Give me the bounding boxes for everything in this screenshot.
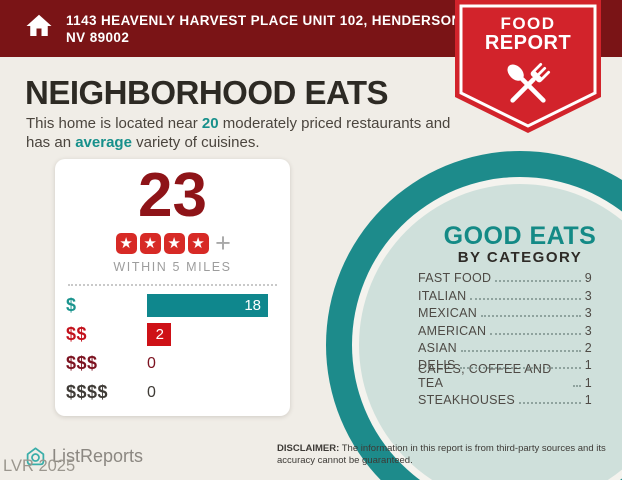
circle-inner-fill	[359, 184, 622, 480]
dotted-leader	[470, 297, 581, 300]
category-label: ITALIAN	[418, 288, 467, 303]
subtitle-mid: moderately priced restaurants and has an	[26, 115, 451, 151]
food-report-badge: FOOD REPORT	[455, 0, 601, 136]
badge-line-2: REPORT	[484, 32, 572, 54]
dotted-leader	[459, 367, 581, 370]
page-title: NEIGHBORHOOD EATS	[25, 74, 389, 111]
star-icon: ★	[163, 232, 185, 254]
good-eats-circle	[326, 151, 622, 480]
category-value: 1	[584, 358, 592, 373]
price-level-label: $$$	[66, 353, 98, 373]
category-value: 3	[584, 306, 592, 321]
category-label: FAST FOOD	[418, 271, 492, 286]
good-eats-title: GOOD EATS	[443, 222, 597, 250]
dotted-leader	[495, 280, 581, 283]
dotted-leader	[481, 315, 581, 318]
price-row: $$ 2	[55, 320, 290, 349]
price-bar: 18	[147, 294, 268, 317]
dotted-leader	[461, 349, 581, 352]
plus-icon: +	[215, 227, 231, 258]
dotted-leader	[519, 402, 581, 405]
dotted-leader	[490, 332, 581, 335]
category-row: ASIAN 2	[418, 338, 592, 355]
subtitle-post: variety of cuisines.	[131, 134, 260, 151]
category-label: STEAKHOUSES	[418, 393, 516, 408]
price-rows: $18 $$ 2 $$$ 0 $$$$ 0	[55, 291, 290, 407]
price-bar: 2	[147, 323, 171, 346]
category-value: 3	[584, 288, 592, 303]
category-label: DELIS	[418, 358, 456, 373]
category-row: ITALIAN 3	[418, 285, 592, 303]
category-value: 3	[584, 323, 592, 338]
price-row: $$$$ 0	[55, 378, 290, 407]
disclaimer-text: The information in this report is from t…	[277, 443, 606, 466]
category-row: AMERICAN 3	[418, 320, 592, 338]
price-bar-value: 2	[155, 326, 164, 343]
category-label: AMERICAN	[418, 323, 487, 338]
listreports-brand: ListReports	[25, 446, 143, 467]
star-icon: ★	[139, 232, 161, 254]
badge-line-1: FOOD	[500, 14, 556, 33]
price-level-label: $$$$	[66, 382, 109, 402]
category-row: CAFES, COFFEE AND TEA 1	[418, 362, 592, 390]
category-row: DELIS 1	[418, 355, 592, 372]
category-list: FAST FOOD 9 ITALIAN 3 MEXICAN 3 AMERICAN 3 ASIAN…	[418, 268, 592, 407]
card-divider	[68, 284, 277, 286]
rating-stars: ★ ★ ★ ★ +	[55, 227, 290, 258]
good-eats-subtitle: BY CATEGORY	[457, 249, 583, 266]
price-bar-value: 18	[244, 297, 261, 314]
address-line-2: NV 89002	[66, 29, 130, 45]
subtitle-emphasis: average	[75, 134, 132, 151]
address-line-1: 1143 HEAVENLY HARVEST PLACE UNIT 102, HE…	[66, 12, 466, 28]
price-row: $$$ 0	[55, 349, 290, 378]
star-icon: ★	[115, 232, 137, 254]
category-row: STEAKHOUSES 1	[418, 390, 592, 407]
home-icon	[24, 11, 54, 46]
category-row: FAST FOOD 9	[418, 268, 592, 285]
listreports-logo-icon	[26, 447, 45, 466]
star-icon: ★	[187, 232, 209, 254]
utensils-icon	[507, 62, 551, 103]
category-label: CAFES, COFFEE AND TEA	[418, 361, 552, 390]
subtitle-pre: This home is located near	[26, 115, 202, 132]
subtitle-count: 20	[201, 115, 219, 132]
category-label: MEXICAN	[418, 306, 478, 321]
badge-pennant-shape	[455, 0, 601, 133]
price-level-label: $	[66, 295, 77, 315]
price-zero-value: 0	[147, 354, 156, 372]
brand-name: ListReports	[52, 446, 144, 466]
restaurant-count: 23	[138, 161, 207, 230]
price-row: $18	[55, 291, 290, 320]
category-value: 9	[584, 271, 592, 286]
category-row: MEXICAN 3	[418, 303, 592, 320]
page-subtitle: This home is located near 20 moderately …	[26, 114, 462, 152]
category-value: 1	[584, 393, 592, 408]
watermark: LVR 2025	[3, 457, 76, 475]
radius-label: WITHIN 5 MILES	[113, 260, 232, 274]
category-label: ASIAN	[418, 340, 458, 355]
dotted-leader	[572, 384, 581, 387]
category-value: 2	[584, 340, 592, 355]
price-level-label: $$	[66, 324, 88, 344]
badge-title: FOOD REPORT	[455, 14, 601, 54]
restaurant-stat-card: 23 ★ ★ ★ ★ + WITHIN 5 MILES $18 $$ 2 $$$ 0 $$$$ 0	[55, 159, 290, 416]
price-zero-value: 0	[147, 383, 156, 401]
category-value: 1	[584, 375, 592, 390]
address-text: 1143 HEAVENLY HARVEST PLACE UNIT 102, HE…	[66, 12, 466, 46]
disclaimer: DISCLAIMER: The information in this repo…	[277, 443, 622, 467]
disclaimer-label: DISCLAIMER:	[277, 443, 340, 454]
